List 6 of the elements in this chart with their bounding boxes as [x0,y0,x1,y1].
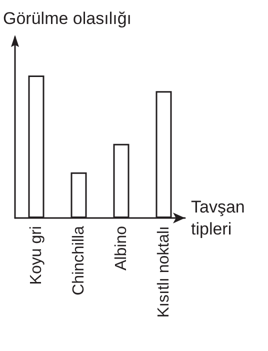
x-axis-title: Tavşan tipleri [191,198,245,238]
x-tick-label: Koyu gri [28,226,45,285]
x-tick-label: Albino [112,226,130,270]
x-tick-label: Kısıtlı noktalı [155,226,172,318]
y-axis-title: Görülme olasılığı [3,9,132,28]
x-tick-label: Chinchilla [70,226,88,296]
